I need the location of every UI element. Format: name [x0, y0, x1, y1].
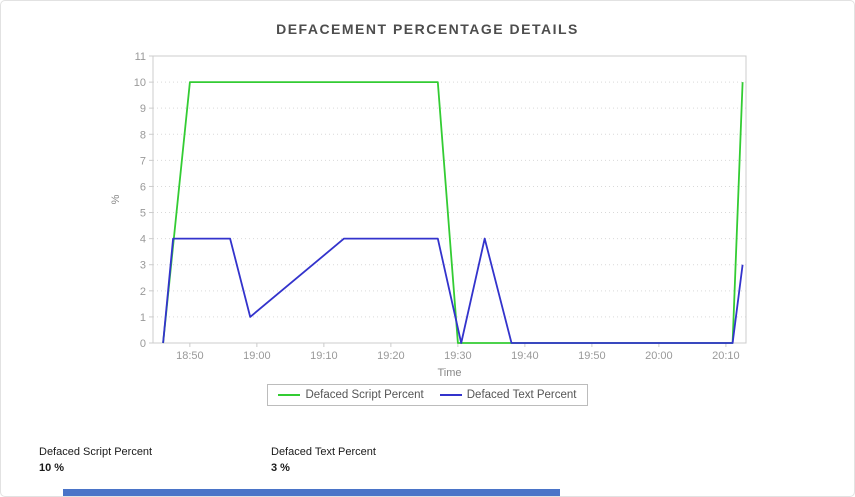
y-tick-label: 0 [140, 338, 146, 350]
x-tick-label: 20:00 [645, 350, 673, 362]
x-tick-label: 18:50 [176, 350, 204, 362]
x-tick-label: 19:40 [511, 350, 539, 362]
y-tick-label: 7 [140, 155, 146, 167]
y-tick-label: 3 [140, 260, 146, 272]
y-tick-label: 9 [140, 103, 146, 115]
y-tick-label: 1 [140, 312, 146, 324]
chart-svg: 0 1 2 3 4 5 6 7 8 9 10 11 18:50 19:00 19:10 19:20 19:30 1… [110, 51, 747, 379]
legend-item-defaced-text-percent[interactable]: Defaced Text Percent [439, 389, 577, 401]
y-tick-label: 6 [140, 181, 146, 193]
x-axis-label: Time [437, 367, 461, 379]
y-axis-label: % [110, 194, 122, 204]
y-tick-label: 11 [135, 51, 146, 63]
x-tick-label: 19:30 [444, 350, 472, 362]
stat-label: Defaced Text Percent [271, 446, 376, 458]
chart-legend: Defaced Script Percent Defaced Text Perc… [1, 384, 854, 406]
y-tick-label: 8 [140, 129, 146, 141]
x-tick-label: 19:00 [243, 350, 271, 362]
x-tick-label: 19:50 [578, 350, 606, 362]
series-line-defaced-text-percent [162, 237, 744, 344]
stat-label: Defaced Script Percent [39, 446, 153, 458]
x-tick-label: 19:20 [377, 350, 405, 362]
bottom-partial-bar [63, 489, 560, 496]
y-tick-label: 4 [140, 234, 146, 246]
stat-defaced-script-percent: Defaced Script Percent 10 % [39, 446, 152, 474]
chart-title: DEFACEMENT PERCENTAGE DETAILS [276, 21, 579, 37]
legend-item-defaced-script-percent[interactable]: Defaced Script Percent [278, 389, 424, 401]
y-tick-label: 5 [140, 208, 146, 220]
y-tick-label: 2 [140, 286, 146, 298]
legend-label: Defaced Text Percent [466, 389, 577, 401]
x-tick-label: 19:10 [310, 350, 338, 362]
stat-value: 3 % [271, 462, 290, 474]
series-line-defaced-script-percent [162, 81, 744, 344]
y-tick-label: 10 [134, 77, 146, 89]
plot-border [152, 55, 747, 344]
legend-box: Defaced Script Percent Defaced Text Perc… [267, 384, 588, 406]
stat-defaced-text-percent: Defaced Text Percent 3 % [271, 446, 376, 474]
stat-value: 10 % [39, 462, 65, 474]
x-tick-label: 20:10 [712, 350, 740, 362]
legend-swatch-green [278, 394, 301, 396]
legend-label: Defaced Script Percent [305, 389, 424, 401]
legend-swatch-blue [439, 394, 462, 396]
